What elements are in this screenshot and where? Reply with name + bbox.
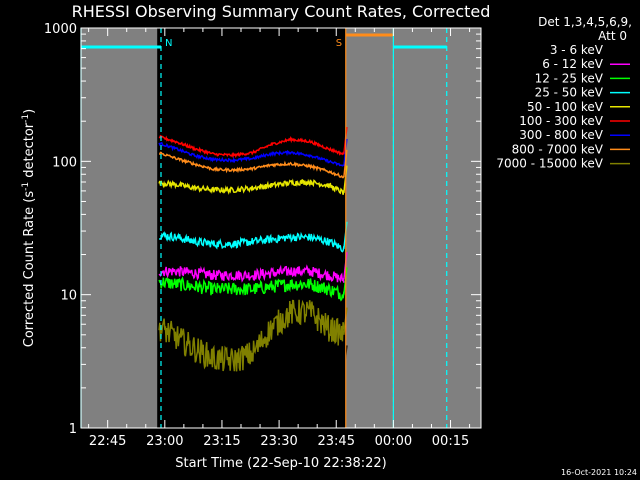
- x-tick-label: 23:00: [146, 434, 183, 449]
- annotation-label-1: N: [165, 38, 172, 49]
- legend-label-8: 800 - 7000 keV: [512, 142, 604, 156]
- y-tick-label: 1000: [44, 22, 77, 37]
- series-line-4: [159, 231, 345, 253]
- footer-date: 16-Oct-2021 10:24: [561, 468, 637, 477]
- y-tick-label: 10: [60, 289, 77, 304]
- series-line-8: [158, 151, 345, 179]
- series-line-7: [158, 141, 344, 167]
- x-tick-label: 00:00: [375, 434, 412, 449]
- legend-title-line1: Det 1,3,4,5,6,9,: [538, 15, 632, 29]
- y-tick-label: 100: [52, 155, 77, 170]
- legend-label-4: 25 - 50 keV: [535, 86, 604, 100]
- legend-label-5: 50 - 100 keV: [527, 100, 604, 114]
- series-line-3: [158, 276, 345, 302]
- y-tick-label: 1: [69, 422, 77, 437]
- legend-title-line2: Att 0: [598, 29, 627, 43]
- x-tick-label: 23:45: [318, 434, 355, 449]
- series-line-5: [158, 178, 345, 195]
- x-tick-label: 23:15: [203, 434, 240, 449]
- x-tick-label: 23:30: [260, 434, 297, 449]
- x-axis-label: Start Time (22-Sep-10 22:38:22): [175, 456, 386, 471]
- legend-label-1: 3 - 6 keV: [550, 43, 604, 57]
- legend-label-7: 300 - 800 keV: [519, 128, 603, 142]
- chart-title: RHESSI Observing Summary Count Rates, Co…: [72, 2, 491, 21]
- series-line-9: [158, 299, 345, 372]
- series-line-6: [158, 134, 345, 159]
- legend-label-3: 12 - 25 keV: [535, 71, 604, 85]
- x-tick-label: 00:15: [432, 434, 469, 449]
- legend-label-2: 6 - 12 keV: [542, 57, 604, 71]
- plot-frame: [80, 27, 482, 429]
- y-axis-label: Corrected Count Rate (s-1 detector-1): [21, 109, 37, 347]
- annotation-label-2: S: [336, 38, 342, 49]
- legend-label-9: 7000 - 15000 keV: [496, 157, 603, 171]
- tick-layer: 1 10 100 1000 22:45 23:00 23:15 23:30 23:45 00:00…: [44, 22, 481, 449]
- x-tick-label: 22:45: [89, 434, 126, 449]
- series-line-1: [158, 334, 345, 424]
- series-line-2: [158, 264, 345, 284]
- legend-label-6: 100 - 300 keV: [519, 114, 603, 128]
- data-layer: [157, 28, 348, 428]
